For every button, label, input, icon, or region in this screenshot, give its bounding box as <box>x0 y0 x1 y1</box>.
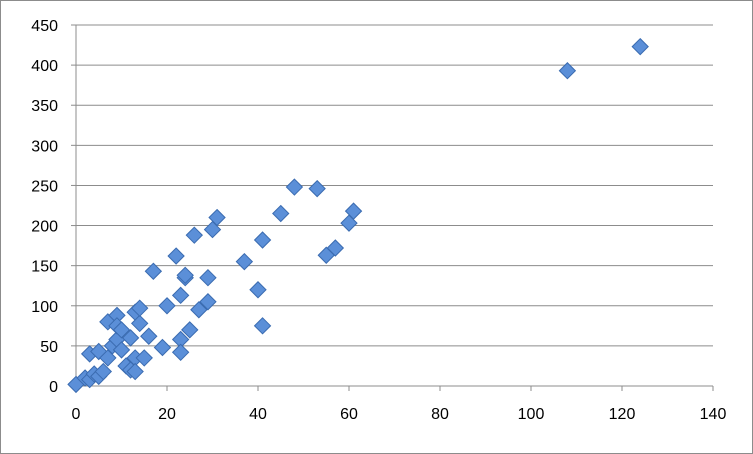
data-point <box>153 338 172 357</box>
y-tick-label: 150 <box>31 259 58 276</box>
data-point <box>272 204 290 223</box>
data-points <box>67 37 649 394</box>
data-point <box>558 62 577 80</box>
x-tick-label: 40 <box>249 406 267 423</box>
x-tick-label: 80 <box>431 406 449 423</box>
data-point <box>235 252 254 271</box>
y-tick-label: 100 <box>31 299 58 316</box>
data-point <box>135 349 153 367</box>
data-point <box>112 321 131 339</box>
data-point <box>308 179 326 198</box>
y-tick-label: 50 <box>40 339 58 356</box>
data-point <box>249 281 267 299</box>
y-tick-label: 400 <box>31 58 58 75</box>
data-point <box>190 301 208 319</box>
gridlines <box>76 24 713 347</box>
data-point <box>176 266 194 285</box>
data-point <box>112 341 131 359</box>
data-point <box>185 226 204 244</box>
y-tick-label: 300 <box>31 138 58 155</box>
x-tick-label: 100 <box>518 406 545 423</box>
y-tick-label: 250 <box>31 178 58 195</box>
data-point <box>326 239 345 257</box>
data-point <box>253 231 272 249</box>
data-point <box>171 286 190 305</box>
x-tick-label: 60 <box>340 406 358 423</box>
data-point <box>94 362 113 381</box>
data-point <box>285 178 304 196</box>
x-tick-label: 0 <box>72 406 81 423</box>
data-point <box>140 327 158 345</box>
data-point <box>631 37 649 56</box>
y-tick-label: 350 <box>31 98 58 115</box>
data-point <box>130 299 149 317</box>
data-point <box>344 202 363 220</box>
y-tick-label: 200 <box>31 219 58 236</box>
x-tick-label: 20 <box>158 406 176 423</box>
data-point <box>171 343 190 362</box>
y-tick-label: 450 <box>31 18 58 35</box>
data-point <box>121 329 140 347</box>
x-tick-label: 120 <box>609 406 636 423</box>
x-axis-ticks: 0 20 40 60 80 100 120 140 <box>72 406 727 423</box>
axes <box>71 24 714 391</box>
data-point <box>181 321 199 339</box>
data-point <box>144 262 163 280</box>
data-point <box>126 362 144 381</box>
y-tick-label: 0 <box>49 379 58 396</box>
y-axis-ticks: 0 50 100 150 200 250 300 350 400 450 <box>31 18 58 396</box>
data-point <box>208 208 226 227</box>
data-point <box>199 293 217 311</box>
data-point <box>199 268 217 287</box>
data-point <box>167 247 185 265</box>
data-point <box>253 317 272 335</box>
data-point <box>130 314 149 333</box>
data-point <box>158 297 176 315</box>
x-tick-label: 140 <box>700 406 727 423</box>
